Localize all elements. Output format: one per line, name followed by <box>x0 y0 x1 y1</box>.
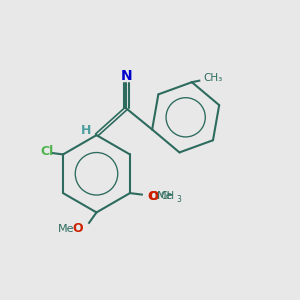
Text: H: H <box>81 124 91 137</box>
Text: CH: CH <box>160 191 175 201</box>
Text: N: N <box>120 69 132 83</box>
Text: O: O <box>148 190 158 202</box>
Text: CH₃: CH₃ <box>204 73 223 83</box>
Text: 3: 3 <box>176 195 181 204</box>
Text: O: O <box>148 190 159 202</box>
Text: Cl: Cl <box>40 145 53 158</box>
Text: Me: Me <box>157 191 173 201</box>
Text: O: O <box>73 222 83 235</box>
Text: Me: Me <box>58 224 74 234</box>
